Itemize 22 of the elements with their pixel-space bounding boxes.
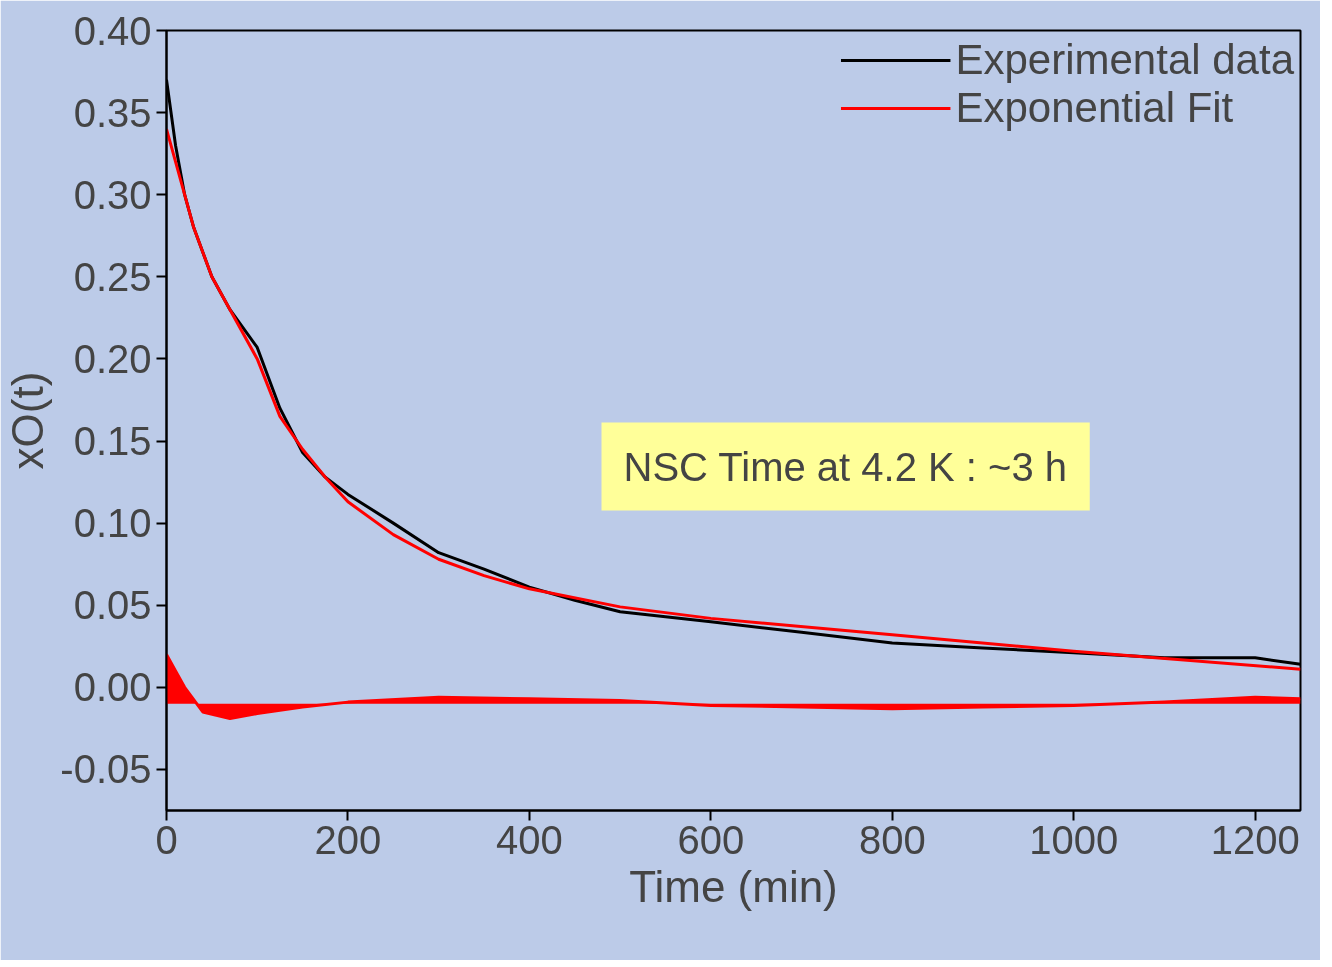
x-tick-label: 800 xyxy=(858,817,926,862)
x-tick-label: 600 xyxy=(677,817,745,862)
y-axis-title: xO(t) xyxy=(3,371,53,470)
x-tick-label: 1000 xyxy=(1029,817,1119,862)
x-axis-title: Time (min) xyxy=(629,861,838,911)
y-tick-label: 0.15 xyxy=(73,419,152,464)
x-tick-label: 1200 xyxy=(1210,817,1300,862)
annotation: NSC Time at 4.2 K : ~3 h xyxy=(623,444,1068,489)
x-tick-label: 0 xyxy=(155,817,178,862)
legend-label: Experimental data xyxy=(955,36,1294,84)
y-tick-label: 0.30 xyxy=(73,172,152,217)
x-tick-label: 200 xyxy=(314,817,382,862)
y-tick-label: 0.40 xyxy=(73,8,152,53)
y-tick-label: 0.35 xyxy=(73,90,152,135)
y-tick-label: 0.10 xyxy=(73,501,152,546)
x-tick-label: 400 xyxy=(496,817,563,862)
y-tick-label: 0.25 xyxy=(73,254,152,299)
y-tick-label: 0.00 xyxy=(73,665,152,710)
y-tick-label: 0.20 xyxy=(73,336,152,381)
y-tick-label: -0.05 xyxy=(60,747,152,792)
legend-label: Exponential Fit xyxy=(955,84,1234,132)
y-tick-label: 0.05 xyxy=(73,583,152,628)
